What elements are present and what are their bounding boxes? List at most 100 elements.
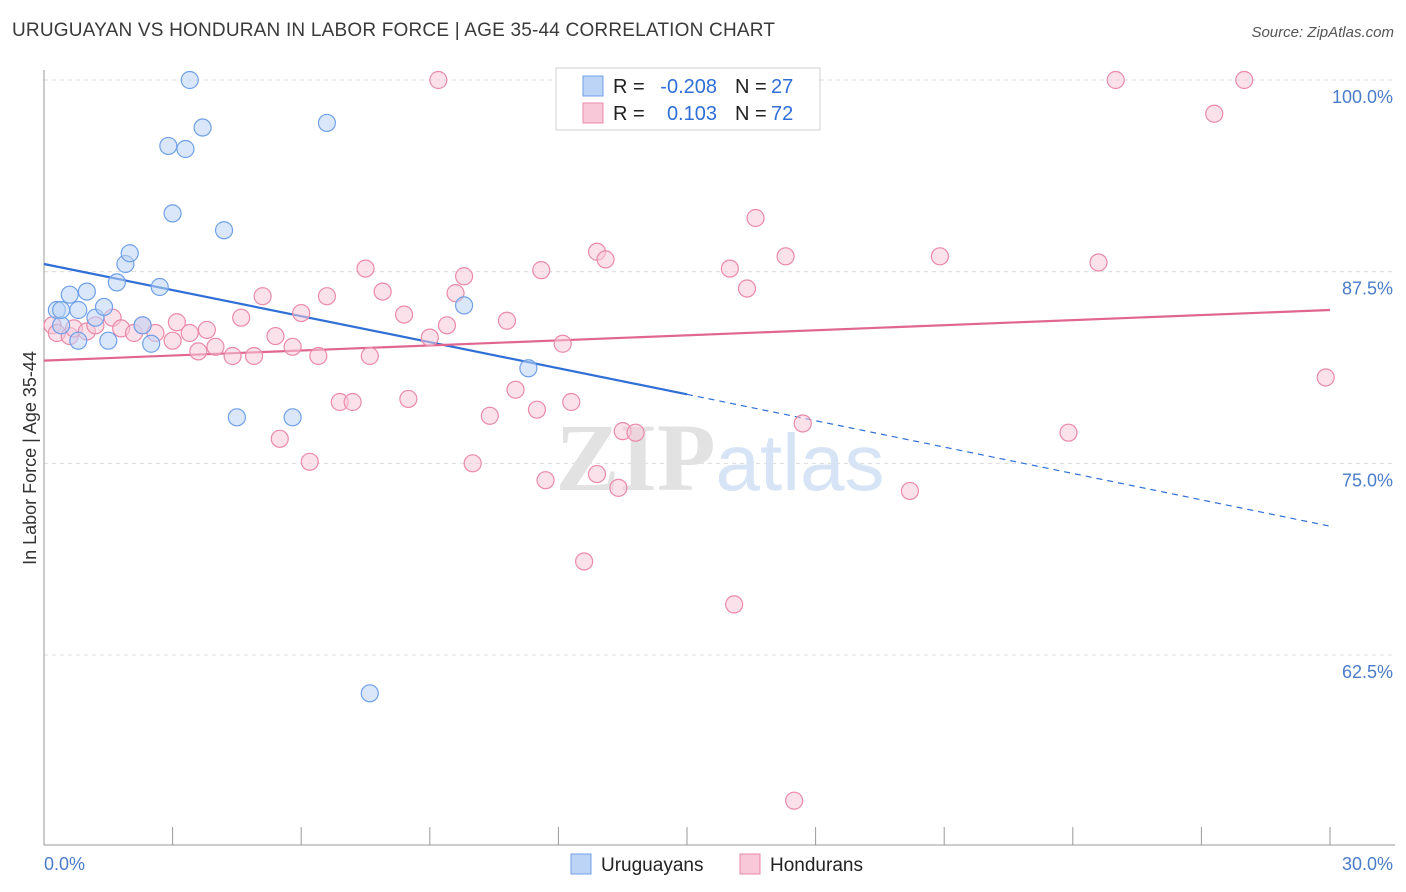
point-hondurans	[900, 481, 920, 501]
point-hondurans	[553, 334, 572, 353]
point-uruguayans	[99, 331, 118, 350]
point-hondurans	[317, 287, 337, 306]
point-uruguayans	[52, 316, 71, 335]
bottom-legend-label: Hondurans	[770, 855, 863, 876]
point-uruguayans	[69, 300, 88, 320]
y-tick-label: 62.5%	[1342, 662, 1393, 682]
point-hondurans	[532, 261, 551, 280]
point-hondurans	[356, 259, 375, 278]
point-hondurans	[292, 303, 311, 323]
bottom-legend-label: Uruguayans	[601, 855, 703, 876]
point-hondurans	[270, 429, 289, 448]
watermark: ZIPatlas	[555, 404, 884, 511]
point-hondurans	[527, 400, 547, 419]
y-tick-label: 100.0%	[1332, 87, 1393, 107]
point-uruguayans	[94, 297, 114, 317]
point-uruguayans	[159, 136, 178, 156]
legend-n-label: N =	[735, 103, 767, 125]
point-hondurans	[725, 595, 744, 614]
point-uruguayans	[176, 139, 195, 159]
point-uruguayans	[193, 118, 212, 137]
point-hondurans	[1316, 368, 1335, 387]
legend-box: R = -0.208 N = 27 R = 0.103 N = 72	[555, 67, 821, 131]
point-hondurans	[206, 337, 225, 356]
point-hondurans	[420, 328, 439, 347]
point-hondurans	[497, 311, 517, 330]
point-uruguayans	[60, 285, 79, 304]
y-tick-labels: 100.0% 87.5% 75.0% 62.5%	[1332, 87, 1393, 682]
legend-r-label: R =	[613, 76, 645, 98]
point-uruguayans	[454, 296, 474, 315]
point-hondurans	[343, 392, 362, 412]
point-uruguayans	[360, 684, 379, 703]
y-tick-label: 87.5%	[1342, 279, 1393, 299]
point-hondurans	[1106, 70, 1125, 90]
point-hondurans	[429, 70, 448, 90]
point-hondurans	[626, 423, 645, 442]
legend-n-value: 27	[771, 76, 793, 98]
point-hondurans	[446, 284, 465, 303]
legend-r-value: -0.208	[660, 76, 717, 98]
point-uruguayans	[52, 300, 71, 320]
point-hondurans	[360, 346, 379, 366]
point-uruguayans	[519, 359, 538, 378]
point-hondurans	[720, 259, 739, 278]
point-hondurans	[776, 247, 795, 266]
point-uruguayans	[133, 316, 152, 335]
point-uruguayans	[283, 408, 302, 427]
point-hondurans	[609, 478, 628, 497]
legend-r-value: 0.103	[667, 103, 717, 125]
point-uruguayans	[227, 408, 246, 427]
point-hondurans	[480, 406, 499, 425]
point-hondurans	[587, 464, 607, 484]
point-hondurans	[300, 452, 319, 471]
point-uruguayans	[214, 221, 234, 240]
point-uruguayans	[107, 273, 126, 292]
point-uruguayans	[150, 277, 169, 297]
point-hondurans	[283, 337, 302, 356]
point-uruguayans	[69, 331, 88, 350]
point-hondurans	[180, 323, 199, 343]
chart-title: URUGUAYAN VS HONDURAN IN LABOR FORCE | A…	[12, 20, 776, 41]
point-uruguayans	[163, 204, 182, 223]
point-hondurans	[373, 282, 392, 301]
point-hondurans	[232, 308, 251, 327]
point-hondurans	[793, 414, 812, 433]
point-hondurans	[785, 791, 804, 810]
point-hondurans	[536, 471, 555, 490]
point-hondurans	[223, 346, 242, 366]
point-hondurans	[167, 313, 186, 332]
point-uruguayans	[180, 70, 199, 90]
point-hondurans	[189, 342, 208, 361]
point-hondurans	[244, 346, 264, 366]
point-hondurans	[596, 250, 615, 269]
point-uruguayans	[317, 113, 337, 133]
point-hondurans	[1089, 253, 1108, 272]
point-hondurans	[399, 389, 418, 409]
point-hondurans	[746, 208, 765, 228]
point-hondurans	[575, 552, 594, 571]
point-uruguayans	[142, 334, 161, 353]
x-tick-label: 0.0%	[44, 854, 85, 874]
bottom-legend: Uruguayans Hondurans	[570, 853, 863, 876]
point-hondurans	[394, 305, 414, 324]
point-hondurans	[163, 331, 182, 350]
point-hondurans	[930, 247, 950, 266]
axes	[43, 70, 1395, 846]
bottom-legend-swatch-hondurans	[739, 853, 761, 875]
x-tick-label: 30.0%	[1342, 854, 1393, 874]
data-points	[43, 70, 1335, 810]
legend-r-label: R =	[613, 103, 645, 125]
point-hondurans	[1205, 104, 1224, 123]
point-hondurans	[266, 326, 285, 346]
y-axis-label: In Labor Force | Age 35-44	[20, 351, 40, 565]
x-tick-labels: 0.0% 30.0%	[44, 854, 1393, 874]
point-hondurans	[309, 346, 328, 366]
point-hondurans	[463, 454, 482, 473]
point-uruguayans	[120, 244, 139, 263]
point-hondurans	[506, 380, 525, 399]
legend-n-value: 72	[771, 103, 793, 125]
point-hondurans	[253, 287, 272, 306]
point-hondurans	[454, 267, 474, 286]
point-hondurans	[1235, 70, 1254, 90]
